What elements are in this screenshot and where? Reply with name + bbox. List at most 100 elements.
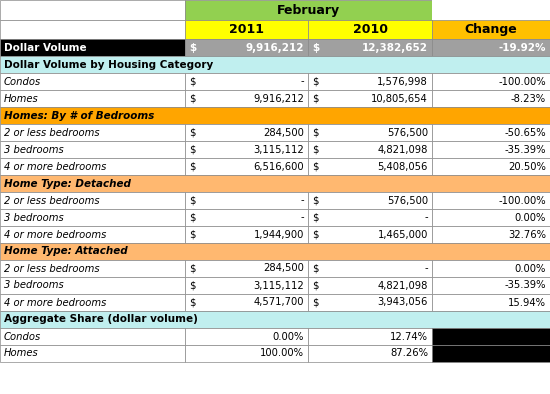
- Text: -50.65%: -50.65%: [504, 128, 546, 138]
- Text: 2 or less bedrooms: 2 or less bedrooms: [4, 128, 100, 138]
- Text: 0.00%: 0.00%: [273, 331, 304, 342]
- Bar: [0, 56, 550, 73]
- Text: -100.00%: -100.00%: [498, 195, 546, 206]
- Text: 576,500: 576,500: [387, 128, 428, 138]
- Bar: [0, 192, 185, 209]
- Text: Dollar Volume: Dollar Volume: [4, 43, 87, 52]
- Text: 12.74%: 12.74%: [390, 331, 428, 342]
- Text: February: February: [277, 4, 340, 17]
- Text: 10,805,654: 10,805,654: [371, 93, 428, 104]
- Bar: [0, 39, 185, 56]
- Text: -: -: [425, 264, 428, 273]
- Text: 9,916,212: 9,916,212: [245, 43, 304, 52]
- Text: 4,821,098: 4,821,098: [378, 145, 428, 154]
- Text: 4,821,098: 4,821,098: [378, 281, 428, 290]
- Bar: [185, 328, 308, 345]
- Text: 1,944,900: 1,944,900: [254, 229, 304, 240]
- Bar: [185, 141, 308, 158]
- Text: 87.26%: 87.26%: [390, 349, 428, 359]
- Text: $: $: [189, 128, 195, 138]
- Bar: [185, 20, 308, 39]
- Text: 32.76%: 32.76%: [508, 229, 546, 240]
- Text: 3 bedrooms: 3 bedrooms: [4, 281, 64, 290]
- Text: $: $: [189, 145, 195, 154]
- Text: 4 or more bedrooms: 4 or more bedrooms: [4, 162, 106, 171]
- Text: 3 bedrooms: 3 bedrooms: [4, 145, 64, 154]
- Text: Home Type: Detached: Home Type: Detached: [4, 178, 131, 188]
- Text: $: $: [189, 281, 195, 290]
- Bar: [432, 39, 550, 56]
- Bar: [308, 294, 432, 311]
- Text: $: $: [312, 43, 319, 52]
- Text: 3,115,112: 3,115,112: [253, 145, 304, 154]
- Bar: [0, 277, 185, 294]
- Text: $: $: [312, 264, 318, 273]
- Text: $: $: [312, 128, 318, 138]
- Text: -8.23%: -8.23%: [511, 93, 546, 104]
- Bar: [308, 124, 432, 141]
- Bar: [308, 277, 432, 294]
- Bar: [185, 260, 308, 277]
- Bar: [0, 311, 550, 328]
- Bar: [0, 243, 550, 260]
- Bar: [308, 226, 432, 243]
- Text: Home Type: Attached: Home Type: Attached: [4, 247, 128, 256]
- Bar: [432, 73, 550, 90]
- Text: 2011: 2011: [229, 23, 264, 36]
- Bar: [0, 345, 185, 362]
- Text: $: $: [312, 162, 318, 171]
- Text: -19.92%: -19.92%: [498, 43, 546, 52]
- Text: 284,500: 284,500: [263, 264, 304, 273]
- Bar: [0, 328, 185, 345]
- Bar: [432, 277, 550, 294]
- Text: Dollar Volume by Housing Category: Dollar Volume by Housing Category: [4, 59, 213, 69]
- Text: 2010: 2010: [353, 23, 388, 36]
- Bar: [0, 73, 185, 90]
- Text: $: $: [312, 145, 318, 154]
- Bar: [0, 20, 185, 39]
- Bar: [432, 124, 550, 141]
- Bar: [185, 73, 308, 90]
- Text: $: $: [189, 212, 195, 223]
- Bar: [432, 90, 550, 107]
- Bar: [432, 226, 550, 243]
- Text: $: $: [189, 264, 195, 273]
- Text: Homes: Homes: [4, 93, 38, 104]
- Text: 1,465,000: 1,465,000: [378, 229, 428, 240]
- Text: $: $: [189, 195, 195, 206]
- Text: Homes: By # of Bedrooms: Homes: By # of Bedrooms: [4, 110, 154, 121]
- Text: -: -: [300, 212, 304, 223]
- Bar: [185, 192, 308, 209]
- Bar: [308, 260, 432, 277]
- Text: $: $: [189, 229, 195, 240]
- Bar: [0, 141, 185, 158]
- Bar: [432, 345, 550, 362]
- Text: Aggregate Share (dollar volume): Aggregate Share (dollar volume): [4, 314, 198, 325]
- Bar: [432, 192, 550, 209]
- Text: Condos: Condos: [4, 331, 41, 342]
- Bar: [0, 294, 185, 311]
- Bar: [432, 20, 550, 39]
- Bar: [308, 158, 432, 175]
- Text: 5,408,056: 5,408,056: [378, 162, 428, 171]
- Bar: [185, 158, 308, 175]
- Bar: [308, 73, 432, 90]
- Text: 3,115,112: 3,115,112: [253, 281, 304, 290]
- Text: 0.00%: 0.00%: [515, 212, 546, 223]
- Text: Change: Change: [465, 23, 518, 36]
- Text: $: $: [312, 93, 318, 104]
- Bar: [308, 20, 432, 39]
- Text: $: $: [312, 195, 318, 206]
- Text: 1,576,998: 1,576,998: [377, 76, 428, 87]
- Bar: [308, 39, 432, 56]
- Text: 12,382,652: 12,382,652: [362, 43, 428, 52]
- Text: 4 or more bedrooms: 4 or more bedrooms: [4, 229, 106, 240]
- Bar: [185, 39, 308, 56]
- Text: $: $: [189, 43, 196, 52]
- Bar: [0, 90, 185, 107]
- Text: -: -: [300, 76, 304, 87]
- Text: $: $: [312, 229, 318, 240]
- Text: 284,500: 284,500: [263, 128, 304, 138]
- Text: $: $: [189, 76, 195, 87]
- Text: Condos: Condos: [4, 76, 41, 87]
